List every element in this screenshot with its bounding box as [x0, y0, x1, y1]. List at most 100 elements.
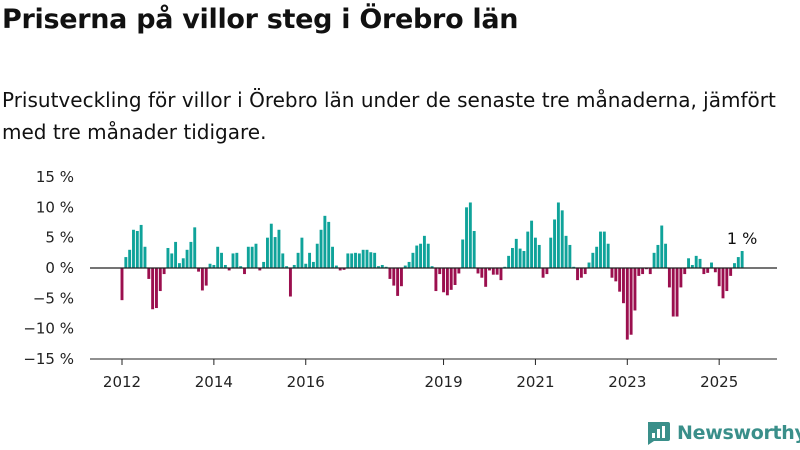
bar — [591, 252, 595, 268]
bar — [158, 268, 162, 292]
x-tick-label: 2012 — [103, 373, 141, 391]
bar — [518, 248, 522, 268]
bar — [614, 268, 618, 282]
bar — [155, 268, 158, 309]
bar — [281, 253, 285, 268]
bar — [243, 268, 246, 275]
bar — [438, 268, 442, 275]
bar — [212, 264, 216, 268]
bar — [246, 246, 250, 268]
bar — [710, 262, 713, 268]
bar — [208, 263, 212, 268]
bar — [729, 268, 733, 276]
bar — [503, 266, 507, 268]
bar — [491, 268, 495, 275]
bar — [576, 268, 579, 281]
bar — [407, 261, 411, 268]
bar — [304, 263, 308, 268]
bar — [595, 246, 599, 268]
bar — [288, 268, 292, 297]
bar — [334, 265, 338, 268]
bar — [698, 258, 702, 268]
bar-series — [120, 202, 744, 340]
bar — [135, 230, 139, 268]
bar — [664, 243, 668, 268]
bar — [327, 221, 331, 268]
bar — [641, 268, 645, 275]
bar — [377, 266, 380, 268]
bar — [350, 253, 354, 268]
bar — [193, 227, 197, 268]
bar — [445, 268, 449, 296]
bar — [204, 268, 208, 286]
bar — [177, 263, 181, 268]
bar — [560, 210, 564, 268]
bar — [254, 243, 258, 268]
bar — [679, 268, 683, 288]
bar — [675, 268, 679, 317]
x-tick-label: 2016 — [287, 373, 325, 391]
bar — [323, 215, 327, 268]
bar — [231, 253, 235, 268]
bar — [250, 246, 254, 268]
bar — [530, 220, 534, 268]
bar — [564, 235, 568, 268]
bar — [671, 268, 675, 317]
bar — [507, 255, 511, 268]
bar — [185, 249, 189, 268]
bar — [411, 252, 415, 268]
bar — [162, 268, 166, 275]
bar — [216, 246, 220, 268]
bar — [419, 243, 423, 268]
bar — [143, 246, 147, 268]
y-tick-label: −5 % — [33, 289, 74, 307]
bar — [361, 249, 365, 268]
bar — [120, 268, 124, 301]
bar — [369, 252, 373, 268]
bar — [220, 252, 223, 268]
bar — [599, 231, 602, 268]
bar — [296, 252, 300, 268]
bar — [721, 268, 725, 299]
bar — [717, 268, 721, 287]
bar — [308, 252, 312, 268]
bar — [610, 268, 614, 278]
bar — [533, 237, 537, 268]
bar — [151, 268, 155, 310]
bar — [273, 237, 277, 268]
bar — [300, 237, 304, 268]
bar — [549, 237, 553, 268]
bar — [354, 252, 357, 268]
brand-name: Newsworthy — [677, 422, 800, 444]
bar — [434, 268, 438, 292]
bar — [342, 268, 346, 270]
bar — [541, 268, 545, 278]
bar — [602, 231, 606, 268]
bar — [522, 251, 526, 268]
bar — [587, 262, 591, 268]
bar — [147, 268, 151, 279]
bar — [606, 243, 610, 268]
bar — [200, 268, 204, 291]
bar — [725, 268, 729, 292]
bar — [457, 268, 461, 274]
bar — [262, 261, 266, 268]
bar — [235, 252, 239, 268]
x-tick-label: 2023 — [608, 373, 646, 391]
bar — [315, 243, 319, 268]
bar — [568, 244, 572, 268]
bar — [396, 268, 400, 296]
x-tick-label: 2025 — [700, 373, 738, 391]
bar — [465, 207, 468, 268]
bar — [197, 268, 201, 272]
y-tick-label: 10 % — [36, 198, 74, 216]
bar — [648, 268, 652, 275]
newsworthy-logo-icon — [648, 422, 670, 445]
bar — [399, 268, 403, 287]
bar — [629, 268, 633, 335]
bar — [514, 238, 518, 268]
bar — [637, 268, 641, 276]
bar — [365, 249, 369, 268]
bar — [292, 264, 296, 268]
bar — [683, 268, 687, 275]
